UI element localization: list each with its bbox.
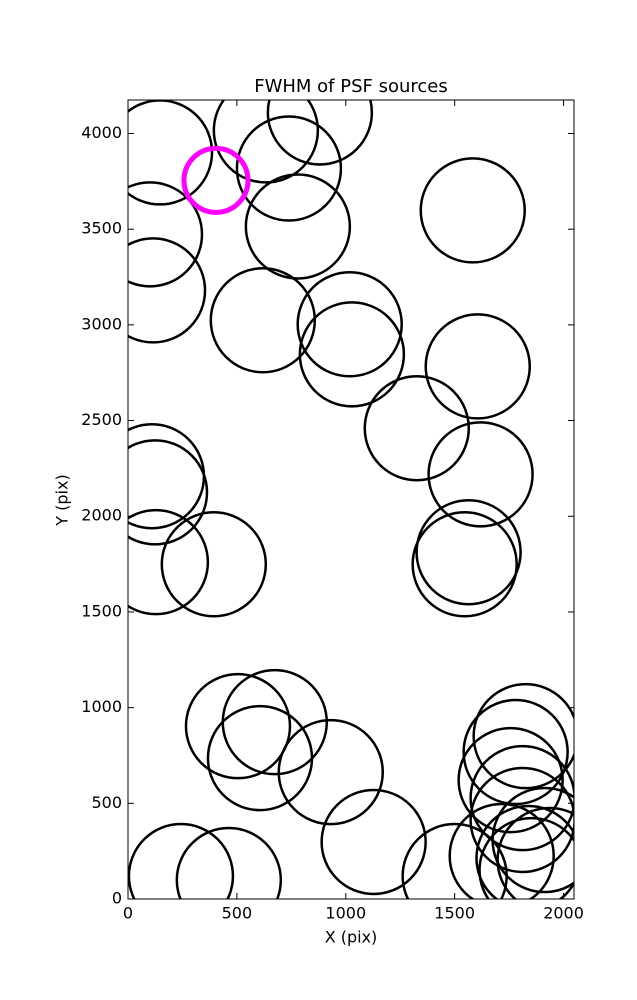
source-circle	[244, 173, 352, 280]
y-tick-label: 500	[91, 793, 122, 812]
source-circle	[128, 237, 207, 344]
chart-title: FWHM of PSF sources	[254, 76, 448, 97]
y-tick-label: 3000	[81, 314, 122, 333]
y-tick-label: 0	[112, 889, 122, 908]
x-tick-label: 1500	[434, 904, 475, 923]
source-circle	[363, 374, 471, 482]
source-circle	[128, 822, 235, 899]
source-circle	[266, 100, 374, 166]
source-circle	[206, 704, 314, 812]
y-tick-label: 4000	[81, 123, 122, 142]
source-circle	[235, 115, 343, 222]
source-circle	[469, 744, 574, 852]
source-circle	[472, 682, 574, 790]
x-axis-label: X (pix)	[325, 928, 378, 947]
source-circle	[419, 157, 526, 264]
source-circle	[175, 826, 283, 899]
source-circle	[496, 806, 574, 899]
source-circle	[277, 718, 384, 826]
source-circle	[320, 788, 427, 896]
source-circle	[128, 508, 210, 616]
x-tick-label: 500	[222, 904, 253, 923]
source-circle	[469, 766, 574, 874]
source-circle	[212, 100, 320, 184]
source-circle	[209, 267, 317, 374]
source-circle	[457, 726, 564, 834]
source-circle	[411, 511, 518, 618]
source-circle	[415, 498, 522, 606]
plot-area	[128, 100, 574, 899]
source-circle	[478, 816, 574, 899]
y-axis-label: Y (pix)	[53, 474, 72, 526]
x-tick-label: 0	[123, 904, 133, 923]
axes-frame	[127, 99, 575, 900]
source-circle	[424, 313, 531, 420]
source-circle	[296, 271, 403, 378]
source-circle	[184, 672, 292, 780]
source-circle	[298, 301, 406, 408]
source-circle	[475, 804, 574, 899]
source-circle	[128, 439, 209, 546]
y-tick-label: 2000	[81, 506, 122, 525]
y-tick-label: 3500	[81, 219, 122, 238]
source-circle	[128, 181, 204, 288]
x-tick-label: 1000	[325, 904, 366, 923]
source-circle	[427, 421, 534, 528]
source-circle	[181, 145, 251, 215]
y-tick-label: 1000	[81, 697, 122, 716]
source-circle	[160, 511, 268, 618]
source-circle	[448, 802, 555, 899]
source-circle	[401, 822, 508, 899]
source-circle	[462, 698, 569, 806]
y-tick-label: 2500	[81, 410, 122, 429]
x-tick-label: 2000	[543, 904, 584, 923]
y-tick-label: 1500	[81, 601, 122, 620]
